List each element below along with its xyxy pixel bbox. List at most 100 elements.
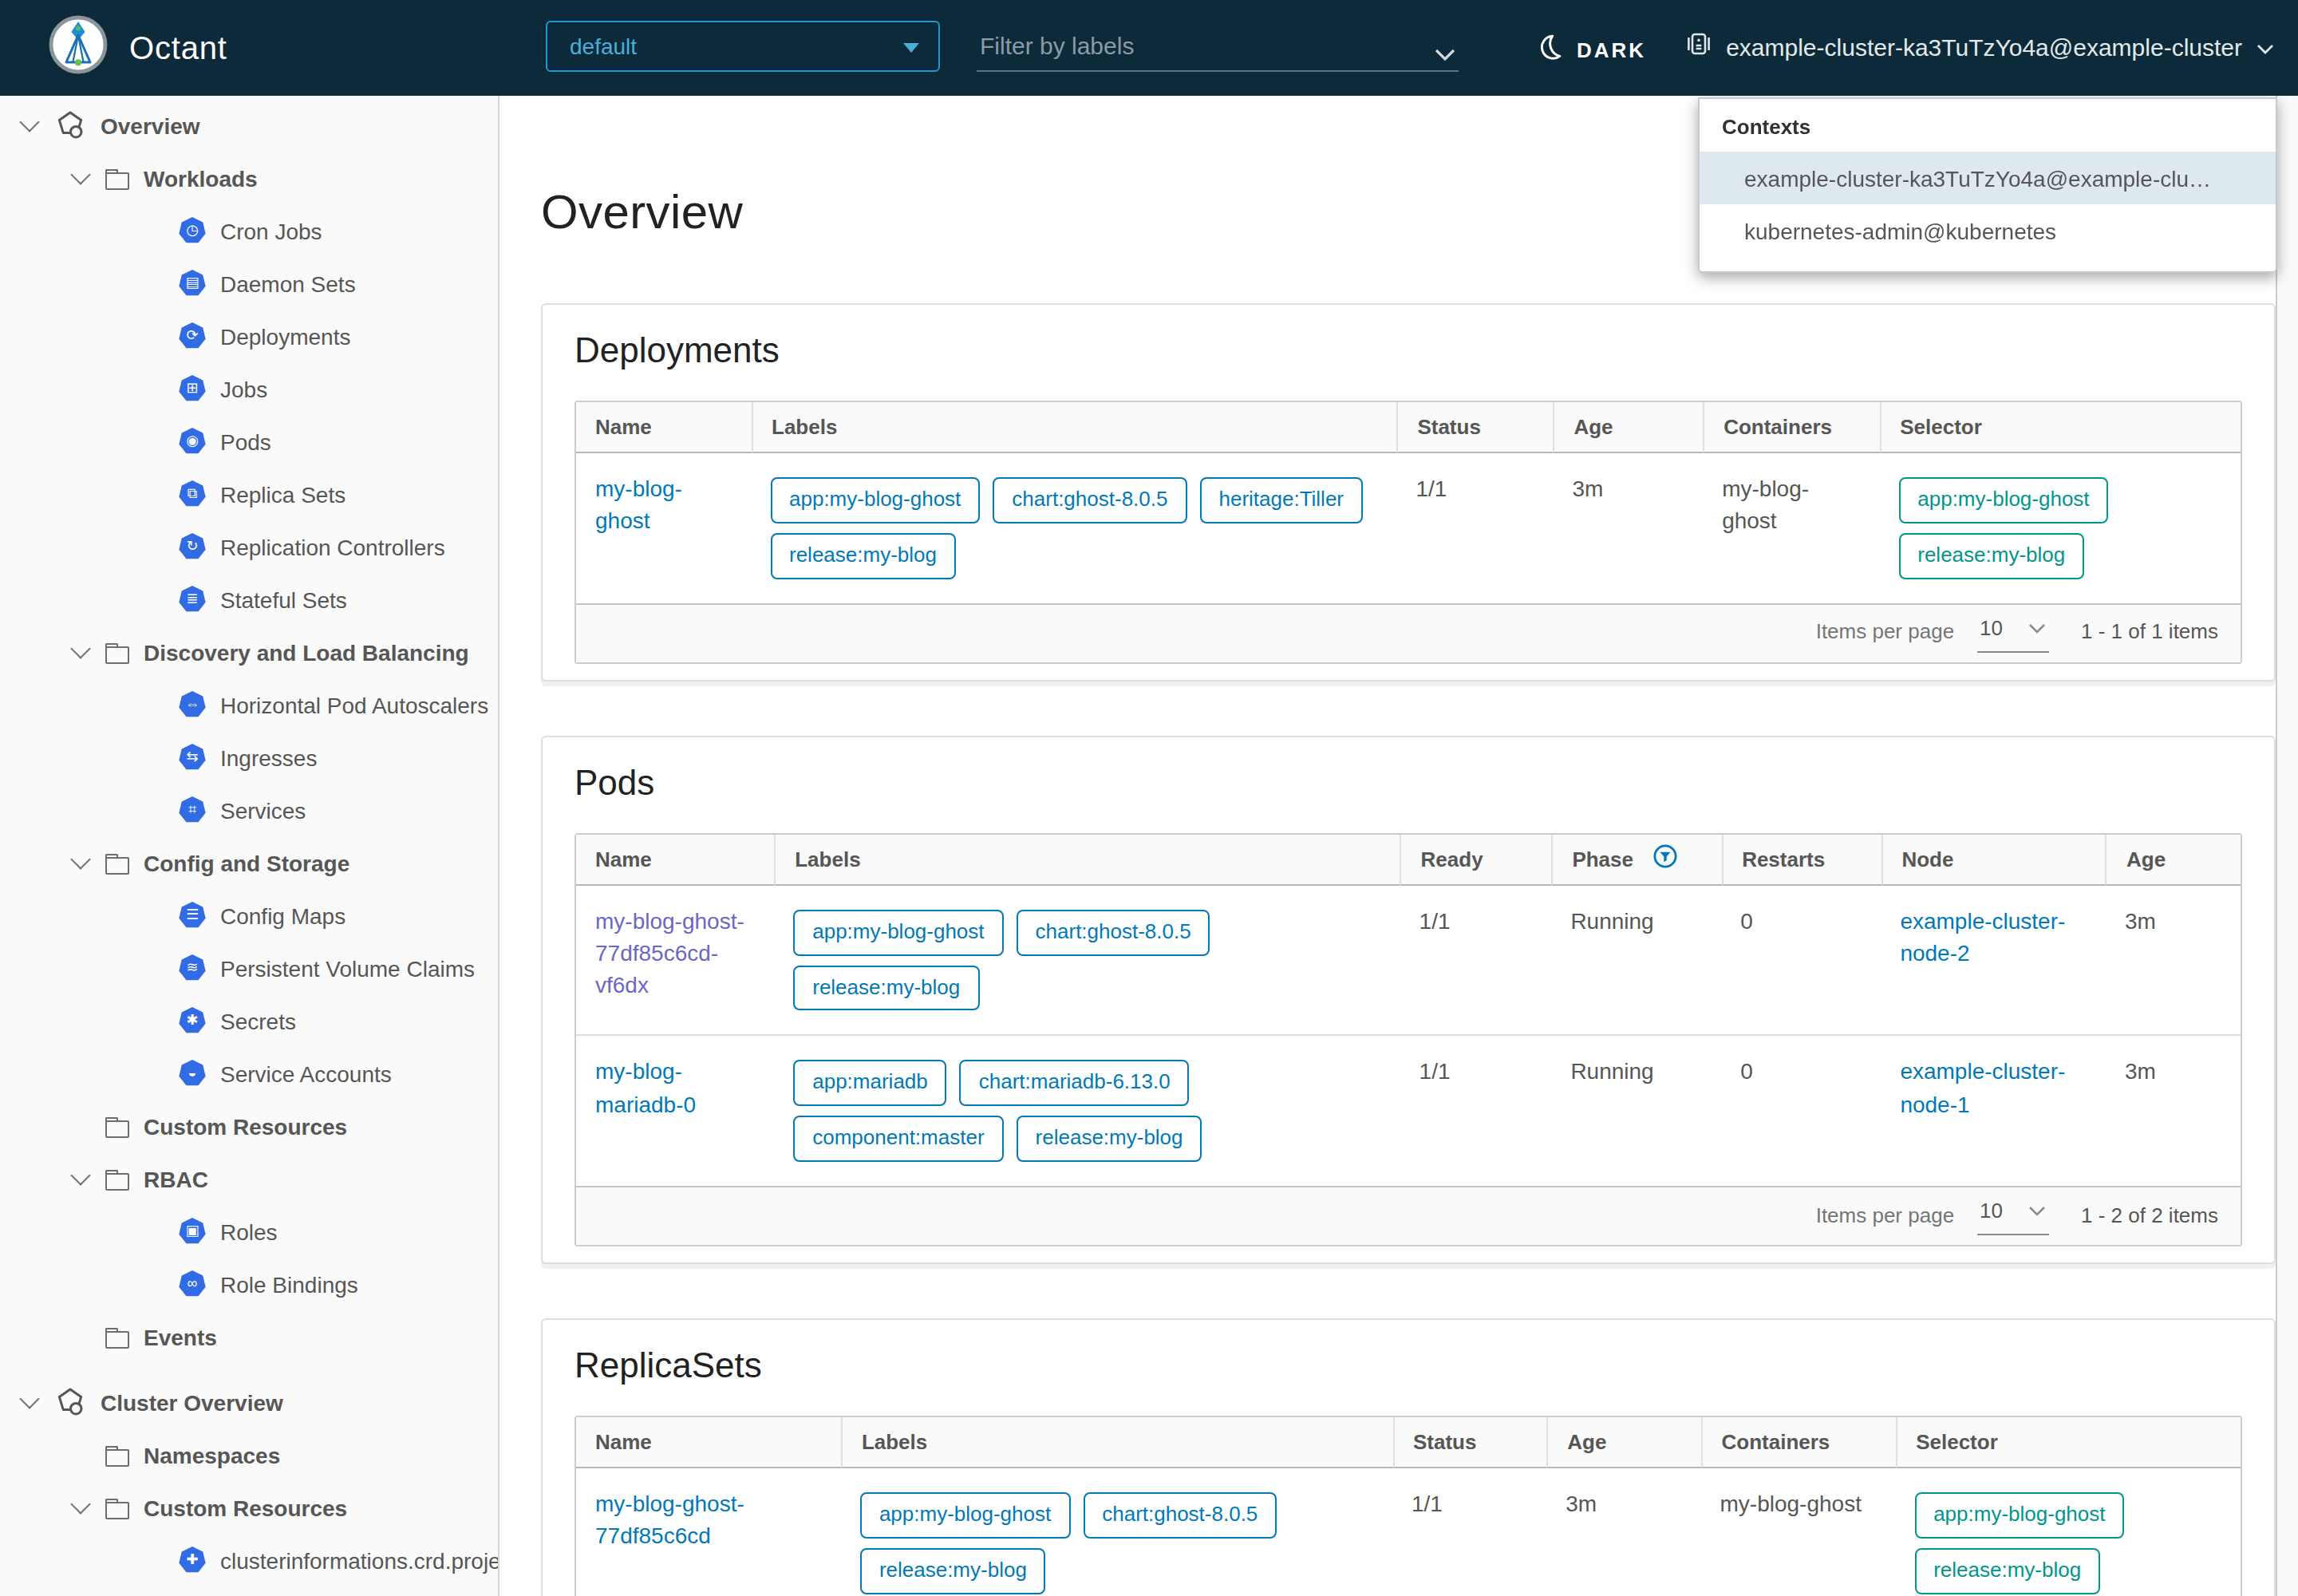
sidebar-item-horizontal-pod-autoscalers[interactable]: ⇔Horizontal Pod Autoscalers <box>0 678 498 731</box>
datagrid-deployments: NameLabelsStatusAgeContainersSelectormy-… <box>574 401 2242 663</box>
resource-link[interactable]: example-cluster-node-2 <box>1900 907 2065 966</box>
items-per-page-select[interactable]: 10 <box>1976 1197 2049 1235</box>
column-header-node: Node <box>1881 834 2106 885</box>
sidebar-item-label: Secrets <box>220 1008 296 1033</box>
sidebar-item-roles[interactable]: ▣Roles <box>0 1205 498 1258</box>
sidebar-item-label: Daemon Sets <box>220 271 356 296</box>
chevron-down-icon[interactable] <box>69 1494 89 1514</box>
table-cell: 3m <box>2106 885 2241 1034</box>
resource-link[interactable]: my-blog-mariadb-0 <box>595 1059 696 1117</box>
sidebar-item-custom-resources[interactable]: Custom Resources <box>0 1100 498 1152</box>
resource-link[interactable]: example-cluster-node-1 <box>1900 1059 2065 1117</box>
chevron-down-icon[interactable] <box>18 1389 38 1408</box>
sidebar-item-pods[interactable]: ◉Pods <box>0 415 498 468</box>
sidebar-item-jobs[interactable]: ⊞Jobs <box>0 362 498 415</box>
chevron-down-icon[interactable] <box>69 164 89 184</box>
sidebar-item-service-accounts[interactable]: ◒Service Accounts <box>0 1047 498 1100</box>
sidebar-item-cron-jobs[interactable]: ◷Cron Jobs <box>0 204 498 257</box>
namespace-select[interactable]: default <box>546 21 940 72</box>
column-header-label: Ready <box>1421 847 1483 871</box>
items-per-page-label: Items per page <box>1816 1201 1954 1231</box>
sidebar-item-overview[interactable]: Overview <box>0 99 498 152</box>
sidebar-item-events[interactable]: Events <box>0 1310 498 1363</box>
column-header-status: Status <box>1396 402 1553 453</box>
chevron-down-icon[interactable] <box>69 849 89 869</box>
sidebar-item-label: Discovery and Load Balancing <box>144 639 469 665</box>
label-chip: chart:ghost-8.0.5 <box>993 477 1187 523</box>
column-header-label: Status <box>1413 1430 1476 1454</box>
sidebar-item-label: Deployments <box>220 323 350 349</box>
label-filter-input[interactable] <box>977 26 1459 72</box>
column-header-containers: Containers <box>1701 1417 1896 1468</box>
sidebar-item-discovery-and-load-balancing[interactable]: Discovery and Load Balancing <box>0 626 498 678</box>
filter-icon[interactable] <box>1652 844 1676 873</box>
pagination-range: 1 - 2 of 2 items <box>2081 1201 2218 1231</box>
sidebar-item-cluster-custom-resources[interactable]: Custom Resources <box>0 1481 498 1534</box>
scrollbar-track[interactable] <box>2276 96 2298 1596</box>
sidebar-item-persistent-volume-claims[interactable]: ≋Persistent Volume Claims <box>0 942 498 994</box>
resource-link[interactable]: my-blog-ghost-77df85c6cd-vf6dx <box>595 907 744 998</box>
daemon-sets-icon: ▤ <box>179 270 206 297</box>
sidebar-item-stateful-sets[interactable]: ≣Stateful Sets <box>0 573 498 626</box>
table-row: my-blog-ghost app:my-blog-ghostchart:ghos… <box>576 453 2241 602</box>
chevron-down-icon <box>2028 614 2046 645</box>
sidebar-item-secrets[interactable]: ✱Secrets <box>0 994 498 1047</box>
sidebar-item-role-bindings[interactable]: ∞Role Bindings <box>0 1258 498 1310</box>
context-menu-item[interactable]: example-cluster-ka3TuTzYo4a@example-clu… <box>1700 152 2276 204</box>
sidebar-item-replication-controllers[interactable]: ↻Replication Controllers <box>0 520 498 573</box>
table-cell: 1/1 <box>1392 1468 1546 1596</box>
sidebar-item-label: Role Bindings <box>220 1271 358 1297</box>
resource-link[interactable]: my-blog-ghost-77df85c6cd <box>595 1491 744 1549</box>
resource-link[interactable]: my-blog-ghost <box>595 476 682 534</box>
sidebar: Overview Workloads◷Cron Jobs ▤ Daemon Sets ⟳… <box>0 96 499 1596</box>
octant-app: Octant default DARK <box>0 0 2298 1596</box>
sidebar-item-namespaces[interactable]: Namespaces <box>0 1428 498 1481</box>
table-cell: app:my-blog-ghostchart:ghost-8.0.5herita… <box>751 453 1396 602</box>
context-switcher[interactable]: example-cluster-ka3TuTzYo4a@example-clus… <box>1684 30 2274 62</box>
sidebar-item-label: Overview <box>101 113 200 138</box>
sidebar-item-config-maps[interactable]: ☰Config Maps <box>0 889 498 942</box>
applications-icon <box>54 1386 86 1418</box>
sidebar-item-services[interactable]: ⌗Services <box>0 784 498 836</box>
sidebar-item-label: Cron Jobs <box>220 218 322 243</box>
sidebar-item-cluster-overview[interactable]: Cluster Overview <box>0 1376 498 1428</box>
chevron-down-icon[interactable] <box>69 638 89 658</box>
sidebar-item-ingresses[interactable]: ⇆Ingresses <box>0 731 498 784</box>
sidebar-item-deployments[interactable]: ⟳Deployments <box>0 310 498 362</box>
column-header-label: Restarts <box>1742 847 1825 871</box>
sidebar-item-config-and-storage[interactable]: Config and Storage <box>0 836 498 889</box>
selector-chip: release:my-blog <box>1898 533 2084 579</box>
sidebar-item-label: Custom Resources <box>144 1495 347 1520</box>
sidebar-item-csidrivers[interactable]: ✚csidrivers.csi.storage.k8s.io <box>0 1586 498 1596</box>
sidebar-item-label: Namespaces <box>144 1442 280 1468</box>
items-per-page-select[interactable]: 10 <box>1976 614 2049 653</box>
sidebar-item-workloads[interactable]: Workloads <box>0 152 498 204</box>
folder-icon <box>105 1325 129 1348</box>
chevron-down-icon[interactable] <box>18 112 38 132</box>
sidebar-item-replica-sets[interactable]: ⧉Replica Sets <box>0 468 498 520</box>
items-per-page-value: 10 <box>1980 1197 2003 1227</box>
sidebar-item-rbac[interactable]: RBAC <box>0 1152 498 1205</box>
label-chip: app:mariadb <box>793 1061 947 1107</box>
folder-icon <box>105 641 129 663</box>
folder-icon <box>105 1115 129 1137</box>
column-header-age: Age <box>1553 402 1703 453</box>
table-cell: example-cluster-node-1 <box>1881 1035 2106 1186</box>
sidebar-item-daemon-sets[interactable]: ▤ Daemon Sets <box>0 257 498 310</box>
table-cell: app:my-blog-ghostchart:ghost-8.0.5releas… <box>774 885 1400 1034</box>
column-header-label: Status <box>1417 415 1480 439</box>
chevron-down-icon[interactable] <box>69 1165 89 1185</box>
column-header-label: Labels <box>795 847 860 871</box>
contexts-menu-items: example-cluster-ka3TuTzYo4a@example-clu…… <box>1700 152 2276 257</box>
sidebar-item-label: Stateful Sets <box>220 587 347 612</box>
column-header-status: Status <box>1392 1417 1546 1468</box>
sidebar-item-clusterinformations[interactable]: ✚clusterinformations.crd.projec <box>0 1534 498 1586</box>
column-header-selector: Selector <box>1879 402 2241 453</box>
service-accounts-icon: ◒ <box>179 1060 206 1087</box>
column-header-labels: Labels <box>841 1417 1392 1468</box>
theme-toggle[interactable]: DARK <box>1535 34 1646 67</box>
context-menu-item[interactable]: kubernetes-admin@kubernetes <box>1700 204 2276 257</box>
chevron-down-icon[interactable] <box>1435 40 1455 69</box>
table-cell: my-blog-ghost <box>1701 1468 1896 1596</box>
namespace-select-value: default <box>570 34 637 59</box>
